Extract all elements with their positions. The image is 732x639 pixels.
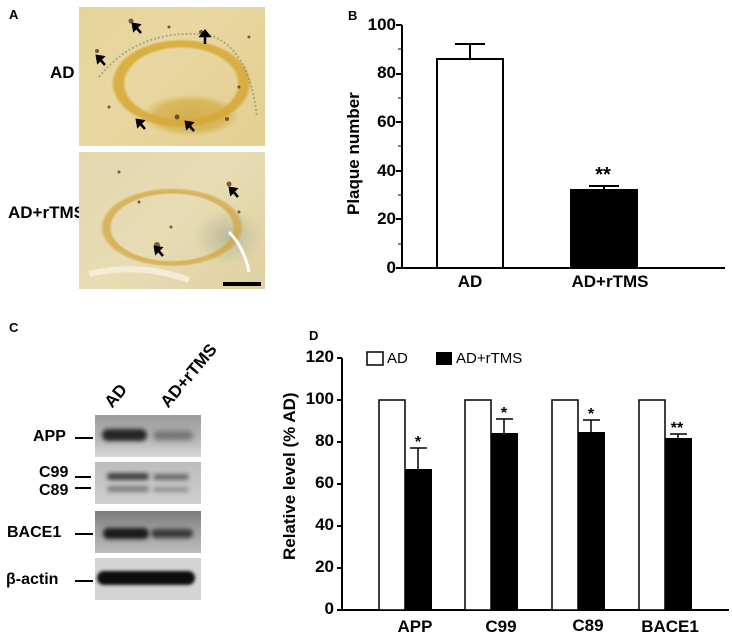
bar-bace1-ad (638, 399, 666, 611)
chart-d-significance-c89: * (587, 406, 595, 423)
chart-b-plot (396, 24, 725, 269)
chart-b-ytick: 40 (377, 161, 396, 180)
arrow-icon (153, 186, 239, 257)
chart-d-significance-c99: * (500, 405, 508, 422)
blot-app (95, 415, 201, 457)
bar-c89-ad-rtms (578, 432, 605, 610)
chart-b-ytick: 0 (386, 258, 396, 277)
band-marker-c89 (75, 487, 91, 489)
band-label-beta-actin: β-actin (6, 571, 59, 588)
chart-b-ytick: 20 (377, 209, 396, 228)
chart-d-xlabel-c99: C99 (485, 617, 517, 636)
panel-b-letter: B (348, 8, 358, 23)
chart-d-ytick: 60 (315, 473, 334, 492)
chart-d-xlabel-app: APP (397, 617, 433, 636)
chart-d-xlabel-c89: C89 (572, 616, 604, 635)
panel-a-row-label-ad: AD (50, 63, 75, 82)
chart-b-y-axis-title: Plaque number (344, 92, 363, 215)
chart-d-ytick: 20 (315, 557, 334, 576)
chart-b-xlabel-ad: AD (457, 272, 483, 291)
chart-d-xlabel-bace1: BACE1 (641, 617, 699, 636)
lane-label-ad: AD (100, 380, 132, 412)
blot-c99-c89 (95, 462, 201, 504)
legend-label-ad-rtms: AD+rTMS (456, 350, 523, 367)
chart-d-ytick: 80 (315, 431, 334, 450)
chart-d-significance-app: * (414, 434, 422, 451)
legend-label-ad: AD (387, 350, 408, 367)
chart-b-ytick: 80 (377, 63, 396, 82)
bar-app-ad (378, 399, 406, 611)
micrograph-ad (79, 7, 265, 146)
panel-c-letter: C (9, 320, 19, 335)
band-label-app: APP (33, 428, 66, 445)
chart-b-significance: ** (595, 164, 611, 186)
bar-c99-ad (464, 399, 492, 611)
bar-app-ad-rtms (405, 469, 432, 610)
band-label-c89: C89 (39, 482, 69, 499)
chart-d-ytick: 40 (315, 515, 334, 534)
blot-beta-actin (95, 558, 201, 600)
band-marker-bace1 (75, 533, 93, 535)
legend-swatch-ad (366, 351, 384, 366)
chart-d-ytick: 0 (324, 599, 334, 618)
lane-label-ad-rtms: AD+rTMS (156, 340, 221, 412)
arrow-icon (95, 22, 212, 132)
legend-swatch-ad-rtms (436, 352, 452, 365)
band-label-bace1: BACE1 (7, 524, 62, 541)
band-marker-c99 (75, 476, 91, 478)
chart-d-ytick: 100 (305, 389, 334, 408)
panel-d-letter: D (309, 328, 319, 343)
panel-a-letter: A (9, 7, 19, 22)
chart-d-plot (337, 351, 729, 611)
bar-ad-rtms (570, 189, 638, 269)
band-marker-app (75, 437, 93, 439)
chart-d-ytick: 120 (305, 347, 334, 366)
chart-b-ytick: 60 (377, 112, 396, 131)
bar-bace1-ad-rtms (665, 438, 692, 610)
band-label-c99: C99 (39, 464, 69, 481)
bar-c89-ad (551, 399, 579, 611)
blot-bace1 (95, 511, 201, 553)
panel-a-row-label-ad-rtms: AD+rTMS (8, 203, 85, 222)
chart-b-xlabel-ad-rtms: AD+rTMS (571, 272, 649, 291)
bar-ad (436, 58, 504, 269)
scale-bar (223, 282, 261, 286)
chart-d-significance-bace1: ** (670, 420, 684, 437)
micrograph-ad-rtms (79, 152, 265, 289)
bar-c99-ad-rtms (491, 433, 518, 610)
chart-b-ytick: 100 (367, 15, 396, 34)
band-marker-beta-actin (75, 580, 93, 582)
